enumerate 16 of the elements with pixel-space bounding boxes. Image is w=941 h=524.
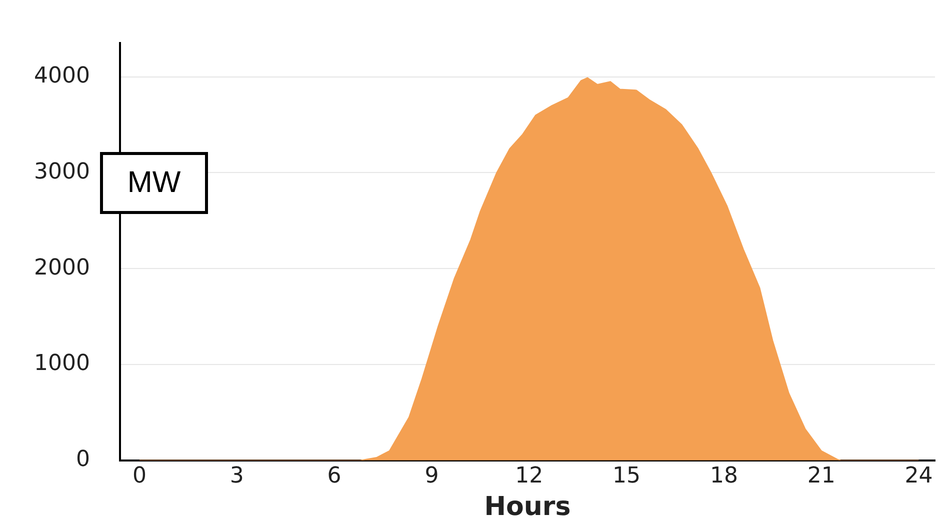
x-tick-label: 3	[230, 463, 244, 488]
x-tick-label: 15	[612, 463, 641, 488]
y-axis-title: MW	[100, 152, 208, 214]
x-tick-label: 21	[807, 463, 836, 488]
y-tick-label: 4000	[34, 63, 90, 88]
y-tick-label: 1000	[34, 351, 90, 376]
x-tick-label: 24	[904, 463, 933, 488]
y-tick-label: 3000	[34, 159, 90, 184]
x-tick-label: 9	[424, 463, 439, 488]
x-tick-label: 0	[132, 463, 146, 488]
x-tick-label: 12	[515, 463, 544, 488]
y-tick-label: 0	[76, 447, 90, 472]
x-axis-title: Hours	[484, 492, 571, 522]
x-tick-label: 6	[327, 463, 342, 488]
y-tick-label: 2000	[34, 255, 90, 280]
x-tick-label: 18	[710, 463, 738, 488]
